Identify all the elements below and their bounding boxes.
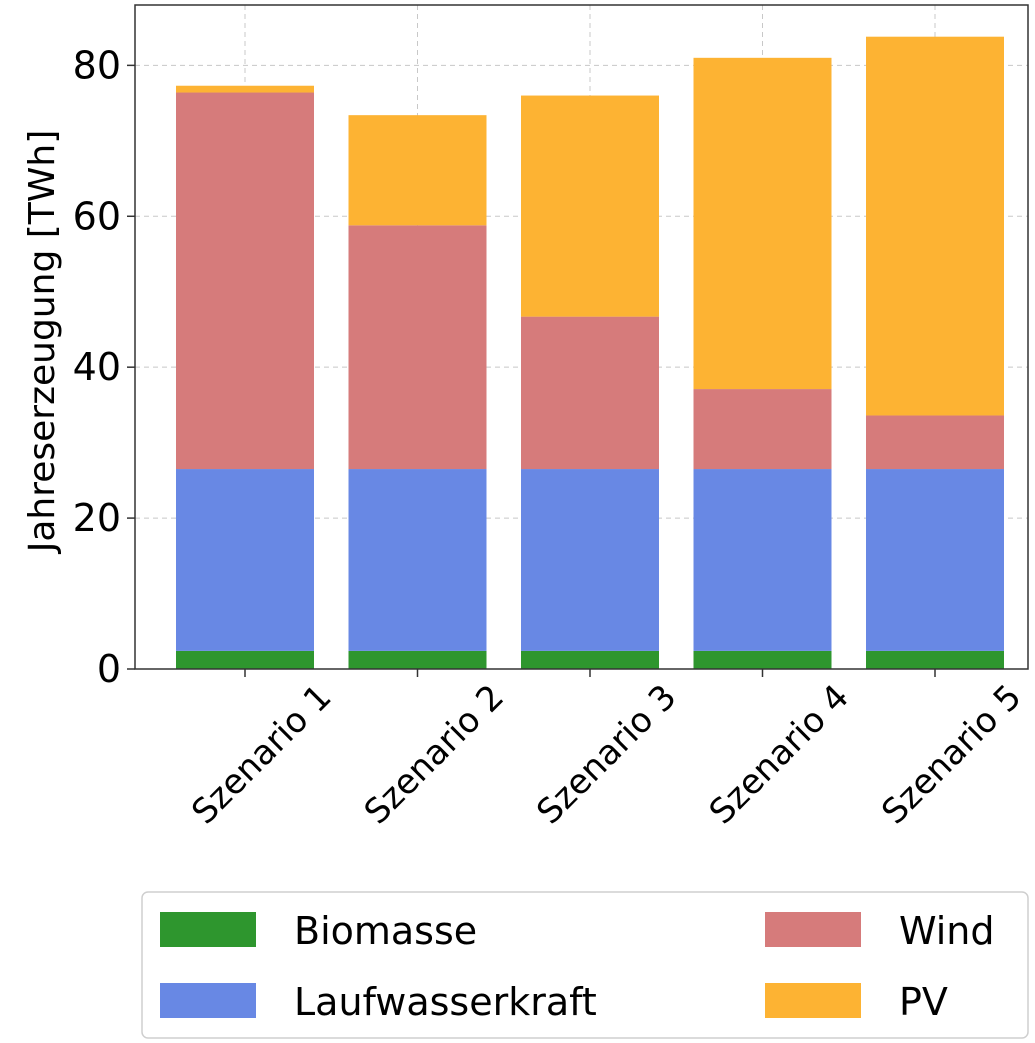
bars — [176, 36, 1004, 669]
bar-laufwasserkraft-2 — [348, 469, 487, 651]
legend-label-wind: Wind — [899, 909, 995, 953]
bar-laufwasserkraft-1 — [176, 469, 314, 651]
legend-label-pv: PV — [899, 980, 948, 1024]
bar-biomasse-3 — [521, 650, 659, 669]
bar-pv-2 — [348, 115, 487, 226]
y-tick-label: 20 — [73, 496, 121, 540]
bar-laufwasserkraft-5 — [866, 469, 1004, 651]
bar-pv-4 — [693, 57, 832, 390]
bar-biomasse-1 — [176, 650, 314, 669]
legend-label-laufwasserkraft: Laufwasserkraft — [294, 980, 597, 1024]
legend-swatch-pv — [765, 983, 861, 1018]
legend-swatch-wind — [765, 912, 861, 947]
bar-biomasse-5 — [866, 650, 1004, 669]
bar-pv-1 — [176, 85, 314, 93]
bar-biomasse-4 — [693, 650, 832, 669]
bar-wind-1 — [176, 92, 314, 470]
bar-wind-5 — [866, 415, 1004, 470]
legend-swatch-laufwasserkraft — [160, 983, 256, 1018]
y-tick-label: 40 — [73, 345, 121, 389]
bar-pv-3 — [521, 95, 659, 317]
x-tick-label: Szenario 3 — [529, 677, 684, 832]
legend-swatch-biomasse — [160, 912, 256, 947]
bar-wind-2 — [348, 225, 487, 470]
x-tick-label: Szenario 2 — [357, 677, 512, 832]
bar-laufwasserkraft-4 — [693, 469, 832, 651]
bar-wind-3 — [521, 316, 659, 470]
legend: Biomasse Laufwasserkraft Wind PV — [141, 891, 1029, 1039]
bar-wind-4 — [693, 389, 832, 470]
bar-laufwasserkraft-3 — [521, 469, 659, 651]
y-axis: 0 20 40 60 80 — [73, 43, 135, 691]
x-tick-label: Szenario 1 — [184, 677, 339, 832]
y-tick-label: 60 — [73, 194, 121, 238]
plot-frame — [134, 4, 1029, 670]
y-tick-label: 0 — [97, 647, 121, 691]
x-tick-label: Szenario 4 — [702, 677, 857, 832]
bar-pv-5 — [866, 36, 1004, 416]
y-tick-label: 80 — [73, 43, 121, 87]
x-axis: Szenario 1 Szenario 2 Szenario 3 Szenario 4… — [184, 669, 1029, 832]
x-tick-label: Szenario 5 — [874, 677, 1029, 832]
y-axis-title: Jahreserzeugung [TWh] — [22, 130, 63, 555]
legend-label-biomasse: Biomasse — [294, 909, 477, 953]
bar-biomasse-2 — [348, 650, 487, 669]
